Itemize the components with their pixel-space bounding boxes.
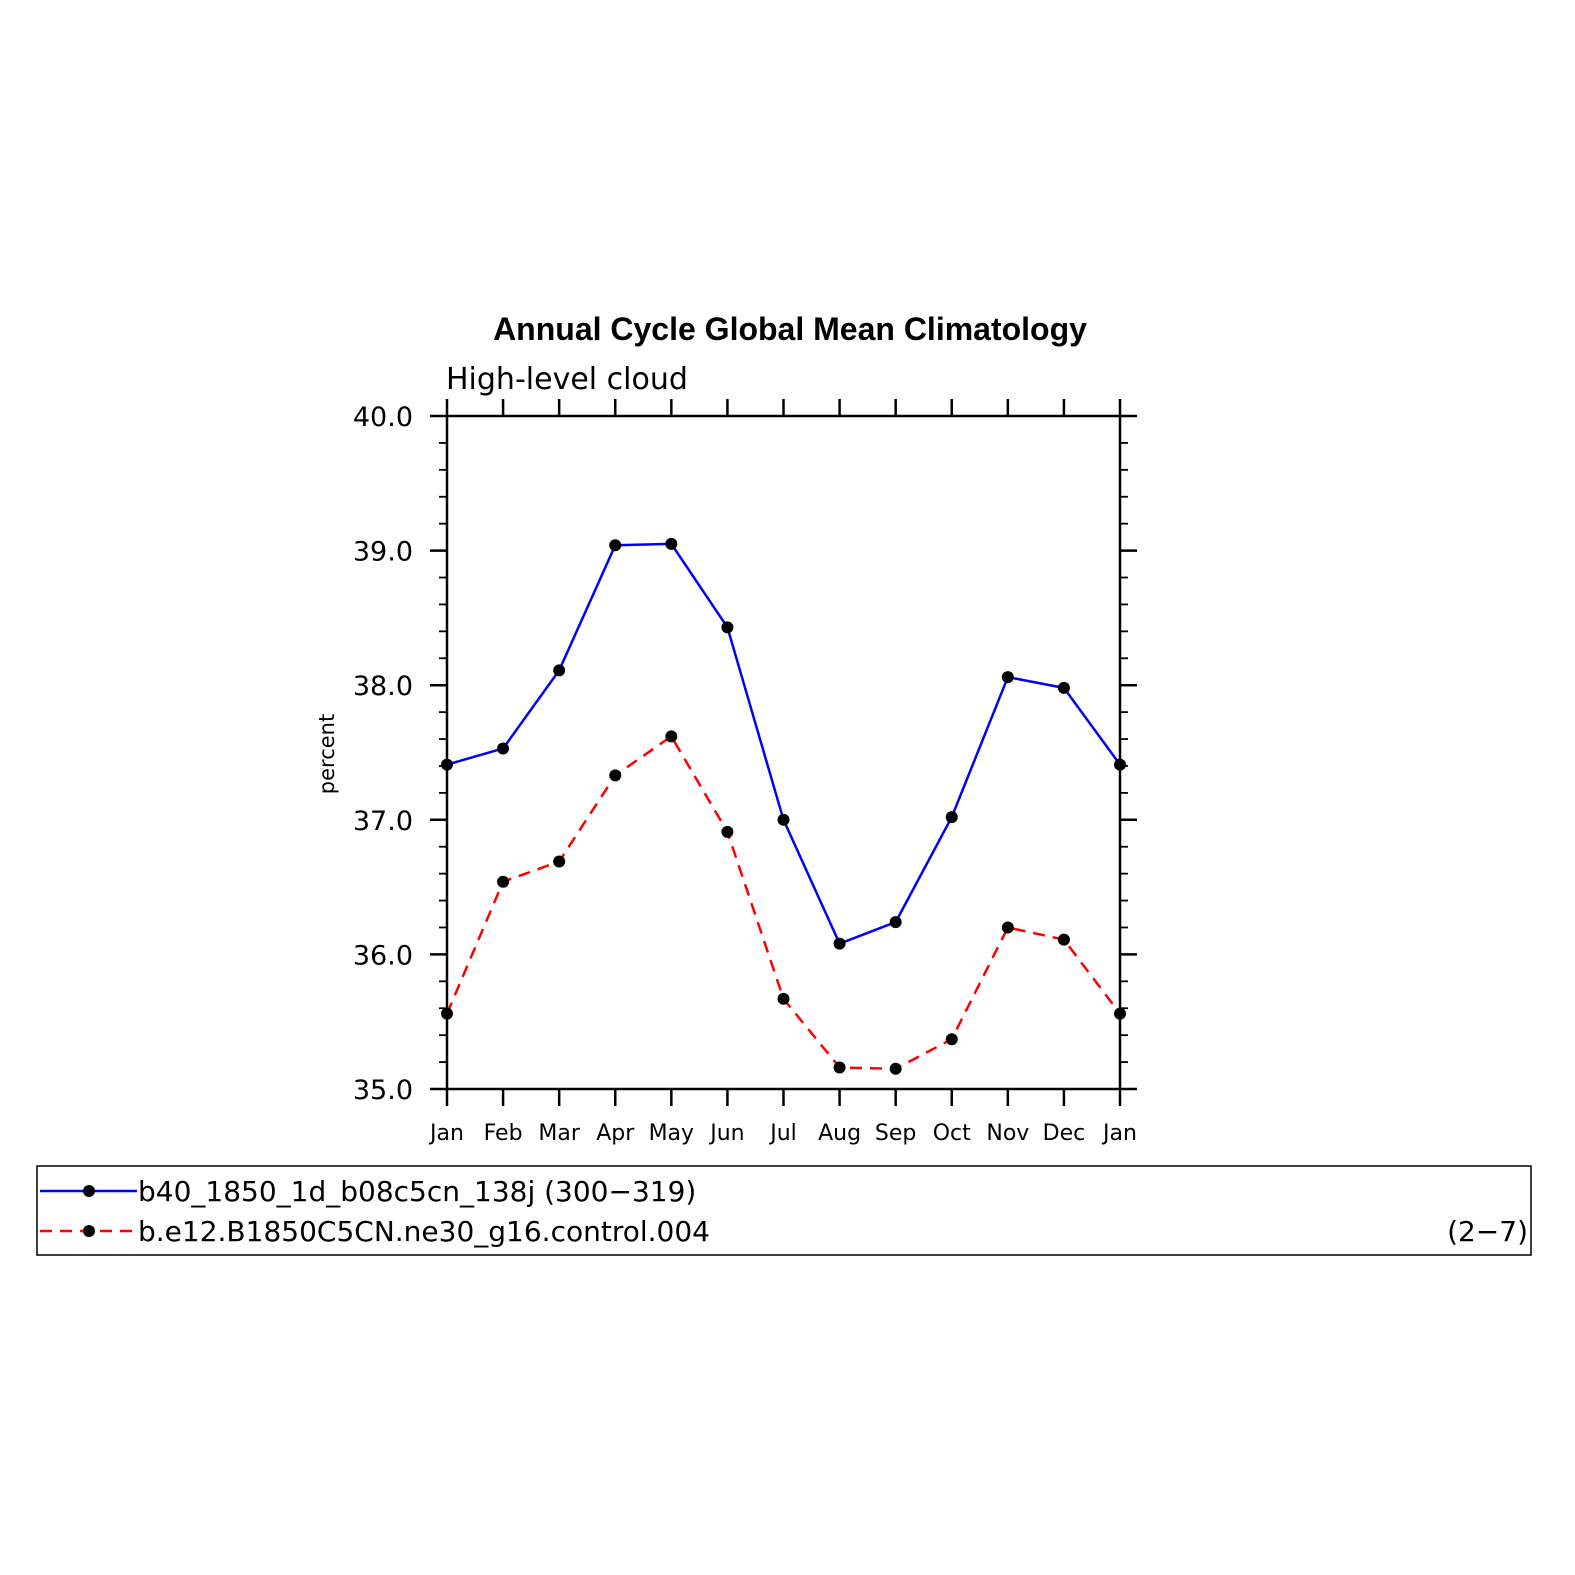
y-tick-label: 37.0 [353, 806, 413, 837]
x-tick-label: Dec [1043, 1121, 1086, 1146]
legend: b40_1850_1d_b08c5cn_138j (300−319) b.e12.… [40, 1175, 710, 1248]
series-2-point [833, 1061, 846, 1074]
series-2-point [721, 825, 734, 838]
legend-marker-2 [83, 1225, 95, 1237]
series-2-point [1114, 1007, 1126, 1020]
x-tick-label: Jul [768, 1121, 797, 1146]
series-line-1 [446, 542, 1122, 946]
series-2-point [553, 855, 566, 868]
series-2-point [497, 875, 510, 888]
series-2-point [441, 1007, 453, 1020]
series-1-point [497, 742, 510, 755]
x-tick-label: May [649, 1121, 694, 1146]
y-axis-label: percent [315, 714, 339, 794]
series-1-point [777, 813, 790, 826]
series-1-point [441, 758, 453, 771]
series-1-point [665, 537, 678, 550]
series-1-point [945, 811, 958, 824]
series-2-point [1001, 921, 1014, 934]
series-1-point [1057, 681, 1070, 694]
series-2-point [889, 1062, 902, 1075]
legend-note: (2−7) [1447, 1215, 1528, 1248]
series-2-point [777, 992, 790, 1005]
x-tick-label: Feb [484, 1121, 523, 1146]
axes: Jan Feb Mar Apr May Jun Jul Aug Sep Oct Nov Dec Jan 3… [353, 399, 1137, 1146]
x-tick-label: Jun [708, 1121, 744, 1146]
series-1-point [833, 937, 846, 950]
series-1-point [721, 621, 734, 634]
legend-label-2: b.e12.B1850C5CN.ne30_g16.control.004 [138, 1215, 710, 1248]
x-tick-label: Mar [538, 1121, 580, 1146]
x-tick-label: Apr [596, 1121, 635, 1146]
plot-frame [445, 414, 1122, 1091]
series-group [441, 537, 1126, 1075]
x-tick-label: Oct [933, 1121, 971, 1146]
x-tick-label: Jan [428, 1121, 464, 1146]
series-1-point [1114, 758, 1126, 771]
legend-label-1: b40_1850_1d_b08c5cn_138j (300−319) [138, 1175, 696, 1208]
series-1-point [889, 916, 902, 929]
series-1-point [1001, 671, 1014, 684]
y-tick-label: 35.0 [353, 1075, 413, 1106]
series-2-point [945, 1033, 958, 1046]
y-tick-label: 36.0 [353, 940, 413, 971]
y-tick-label: 40.0 [353, 402, 413, 433]
x-tick-label: Jan [1101, 1121, 1137, 1146]
series-1-point [553, 664, 566, 677]
chart-title: Annual Cycle Global Mean Climatology [493, 311, 1087, 347]
x-tick-label: Nov [986, 1121, 1029, 1146]
series-2-point [665, 730, 678, 743]
series-2-point [1057, 933, 1070, 946]
y-tick-label: 38.0 [353, 671, 413, 702]
series-2-point [609, 769, 622, 782]
series-line-2 [445, 734, 1121, 1071]
y-tick-label: 39.0 [353, 537, 413, 568]
x-tick-label: Aug [818, 1121, 861, 1146]
chart-subtitle: High-level cloud [446, 362, 688, 397]
series-1-point [609, 539, 622, 552]
legend-box [36, 1165, 1532, 1256]
legend-marker-1 [83, 1185, 95, 1197]
x-tick-label: Sep [875, 1121, 916, 1146]
